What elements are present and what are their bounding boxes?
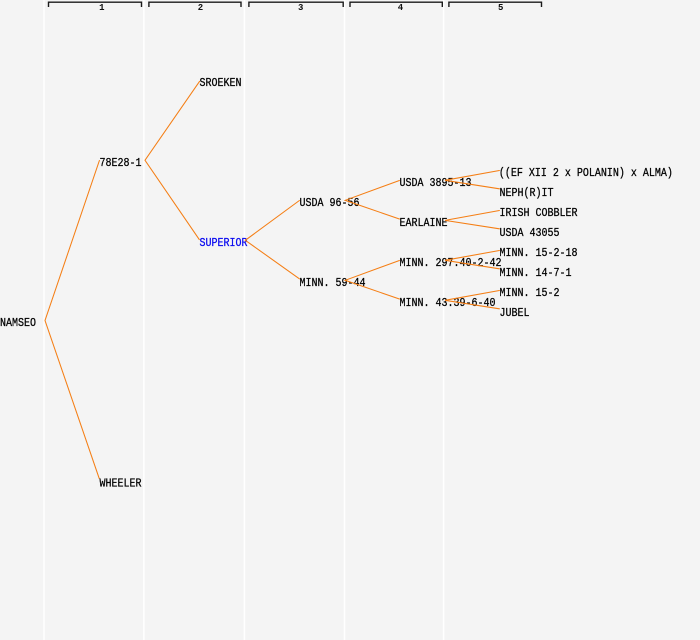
svg-text:MINN. 15-2-18: MINN. 15-2-18 [500, 246, 578, 260]
svg-text:NAMSEO: NAMSEO [0, 316, 36, 330]
svg-text:MINN. 59-44: MINN. 59-44 [300, 276, 366, 290]
svg-text:EARLAINE: EARLAINE [400, 216, 448, 230]
svg-text:USDA 43055: USDA 43055 [500, 226, 560, 240]
svg-text:JUBEL: JUBEL [500, 306, 530, 320]
svg-text:WHEELER: WHEELER [100, 476, 142, 490]
svg-text:1: 1 [99, 3, 105, 13]
svg-text:NEPH(R)IT: NEPH(R)IT [500, 186, 554, 200]
svg-text:78E28-1: 78E28-1 [100, 156, 142, 170]
svg-text:2: 2 [198, 3, 203, 13]
svg-text:MINN. 14-7-1: MINN. 14-7-1 [500, 266, 572, 280]
svg-text:SUPERIOR: SUPERIOR [200, 236, 248, 250]
svg-text:4: 4 [398, 3, 404, 13]
svg-text:MINN. 297.40-2-42: MINN. 297.40-2-42 [400, 256, 502, 270]
svg-text:((EF XII 2 x POLANIN) x ALMA): ((EF XII 2 x POLANIN) x ALMA) [499, 166, 673, 180]
svg-text:3: 3 [298, 3, 303, 13]
svg-text:SROEKEN: SROEKEN [200, 76, 242, 90]
svg-text:5: 5 [498, 3, 503, 13]
svg-text:USDA 3895-13: USDA 3895-13 [400, 176, 472, 190]
svg-text:MINN. 43.39-6-40: MINN. 43.39-6-40 [400, 296, 496, 310]
svg-text:MINN. 15-2: MINN. 15-2 [500, 286, 560, 300]
svg-text:USDA 96-56: USDA 96-56 [300, 196, 360, 210]
svg-text:IRISH COBBLER: IRISH COBBLER [500, 206, 578, 220]
